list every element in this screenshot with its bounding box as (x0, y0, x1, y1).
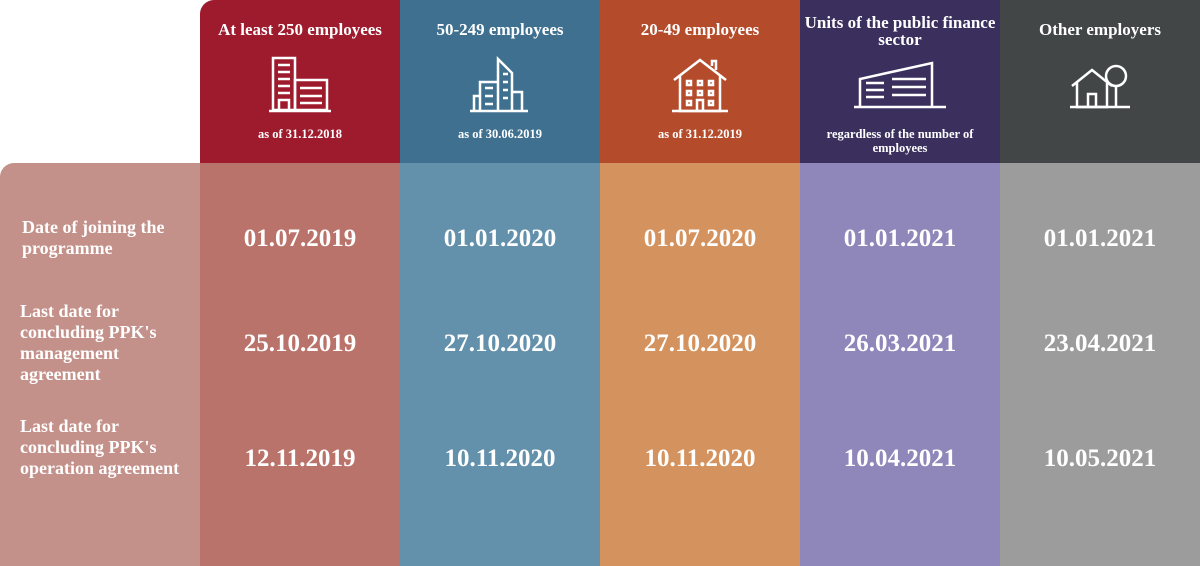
skyscraper-icon (400, 55, 600, 115)
date-value: 01.07.2019 (243, 225, 357, 252)
column-body: 01.01.2020 27.10.2020 10.11.2020 (400, 163, 600, 566)
column-body: 01.01.2021 23.04.2021 10.05.2021 (1000, 163, 1200, 566)
date-value: 27.10.2020 (443, 330, 557, 357)
row-label-operation-agreement: Last date for concluding PPK's operation… (20, 416, 180, 478)
column-body: 01.07.2019 25.10.2019 12.11.2019 (200, 163, 400, 566)
date-value: 25.10.2019 (243, 330, 357, 357)
column-title: Units of the public finance sector (804, 13, 996, 49)
date-value: 27.10.2020 (643, 330, 757, 357)
date-value: 01.01.2021 (843, 225, 957, 252)
column-header-20-49: 20-49 employees as of 31.12.2019 (600, 0, 800, 163)
date-value: 01.01.2021 (1043, 225, 1157, 252)
column-header-other-employers: Other employers (1000, 0, 1200, 163)
column-header-50-249: 50-249 employees as of 30.06.2019 (400, 0, 600, 163)
date-value: 10.04.2021 (843, 445, 957, 472)
column-header-250-plus: At least 250 employees as of 31.12.2018 (200, 0, 400, 163)
date-value: 10.11.2020 (644, 445, 756, 472)
column-title: 50-249 employees (436, 20, 564, 39)
column-subtitle: as of 31.12.2019 (657, 127, 743, 141)
column-header-public-finance: Units of the public finance sector regar… (800, 0, 1000, 163)
column-title: Other employers (1039, 20, 1161, 39)
date-value: 01.01.2020 (443, 225, 557, 252)
date-value: 23.04.2021 (1043, 330, 1157, 357)
date-value: 10.05.2021 (1043, 445, 1157, 472)
column-subtitle: as of 31.12.2018 (257, 127, 343, 141)
house-building-icon (600, 55, 800, 115)
column-subtitle: regardless of the number of employees (826, 127, 974, 155)
row-label-management-agreement: Last date for concluding PPK's managemen… (20, 301, 157, 384)
row-label-joining-date: Date of joining the programme (22, 217, 165, 258)
row-labels-column: Date of joining the programme Last date … (0, 163, 200, 566)
date-value: 12.11.2019 (244, 445, 356, 472)
date-value: 01.07.2020 (643, 225, 757, 252)
column-subtitle: as of 30.06.2019 (457, 127, 543, 141)
column-body: 01.07.2020 27.10.2020 10.11.2020 (600, 163, 800, 566)
column-title: At least 250 employees (218, 20, 382, 39)
column-body: 01.01.2021 26.03.2021 10.04.2021 (800, 163, 1000, 566)
date-value: 10.11.2020 (444, 445, 556, 472)
office-building-icon (200, 55, 400, 115)
column-title: 20-49 employees (640, 20, 760, 39)
date-value: 26.03.2021 (843, 330, 957, 357)
house-tree-icon (1000, 55, 1200, 115)
government-building-icon (800, 55, 1000, 115)
